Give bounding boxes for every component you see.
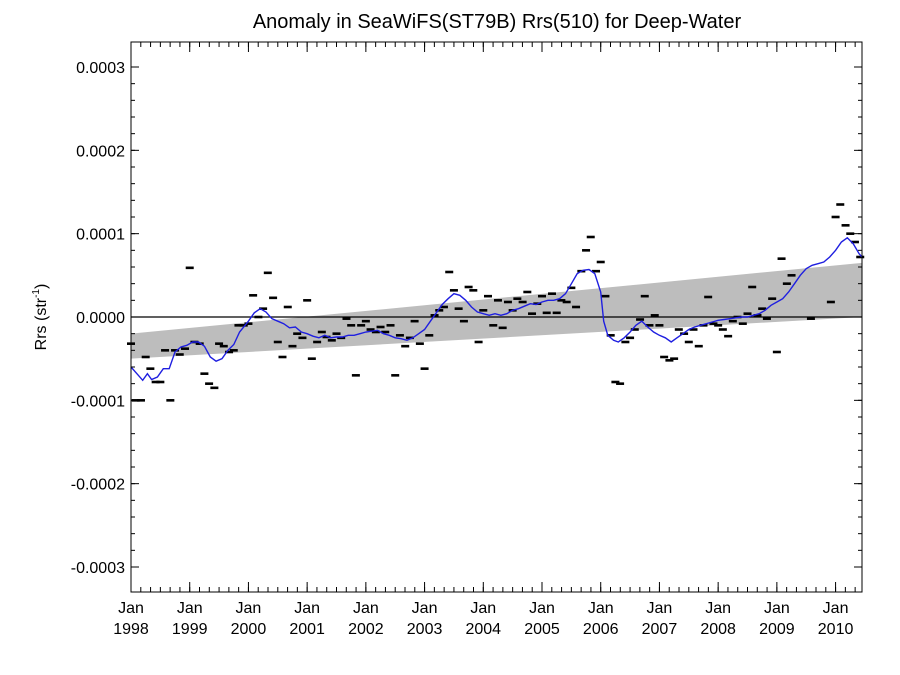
x-tick-year-label: 2005	[524, 621, 560, 638]
x-tick-year-label: 1998	[113, 621, 149, 638]
x-tick-month-label: Jan	[118, 600, 144, 617]
trend-band-layer	[131, 262, 862, 359]
y-axis-label-main: Rrs (str	[33, 297, 50, 350]
y-axis: 0.0003 0.0002 0.0001 0.0000 -0.0001 -0.0002 -0…	[71, 60, 862, 577]
trend-band	[131, 262, 862, 359]
x-axis: Jan 1998 Jan 1999 Jan 2000 Jan 2001 Jan 2002 Jan 20…	[113, 42, 856, 638]
x-tick-year-label: 2007	[642, 621, 678, 638]
x-tick-month-label: Jan	[588, 600, 614, 617]
x-tick-month-label: Jan	[412, 600, 438, 617]
chart-title: Anomaly in SeaWiFS(ST79B) Rrs(510) for D…	[253, 11, 742, 33]
y-tick-label: -0.0002	[71, 477, 125, 494]
y-axis-label-end: )	[33, 284, 50, 289]
x-tick-month-label: Jan	[294, 600, 320, 617]
x-tick-year-label: 2009	[759, 621, 795, 638]
x-tick-year-label: 1999	[172, 621, 208, 638]
x-tick-year-label: 2002	[348, 621, 384, 638]
y-tick-label: 0.0002	[76, 143, 125, 160]
y-tick-label: 0.0001	[76, 227, 125, 244]
x-tick-year-label: 2004	[465, 621, 501, 638]
y-axis-label: Rrs (str-1)	[31, 284, 50, 351]
y-tick-label: -0.0001	[71, 393, 125, 410]
y-tick-label: -0.0003	[71, 560, 125, 577]
x-tick-month-label: Jan	[177, 600, 203, 617]
y-tick-label: 0.0000	[76, 310, 125, 327]
monthly-anomaly-series	[127, 203, 865, 402]
x-tick-month-label: Jan	[823, 600, 849, 617]
x-tick-year-label: 2000	[231, 621, 267, 638]
x-tick-month-label: Jan	[647, 600, 673, 617]
x-tick-year-label: 2006	[583, 621, 619, 638]
x-tick-year-label: 2008	[700, 621, 736, 638]
x-tick-month-label: Jan	[353, 600, 379, 617]
x-tick-year-label: 2003	[407, 621, 443, 638]
y-axis-label-superscript: -1	[31, 289, 42, 298]
x-tick-month-label: Jan	[470, 600, 496, 617]
x-tick-month-label: Jan	[705, 600, 731, 617]
x-tick-month-label: Jan	[236, 600, 262, 617]
smoothed-anomaly-line	[130, 236, 863, 382]
x-tick-year-label: 2010	[818, 621, 854, 638]
x-tick-month-label: Jan	[764, 600, 790, 617]
x-tick-month-label: Jan	[529, 600, 555, 617]
x-tick-year-label: 2001	[289, 621, 325, 638]
y-tick-label: 0.0003	[76, 60, 125, 77]
